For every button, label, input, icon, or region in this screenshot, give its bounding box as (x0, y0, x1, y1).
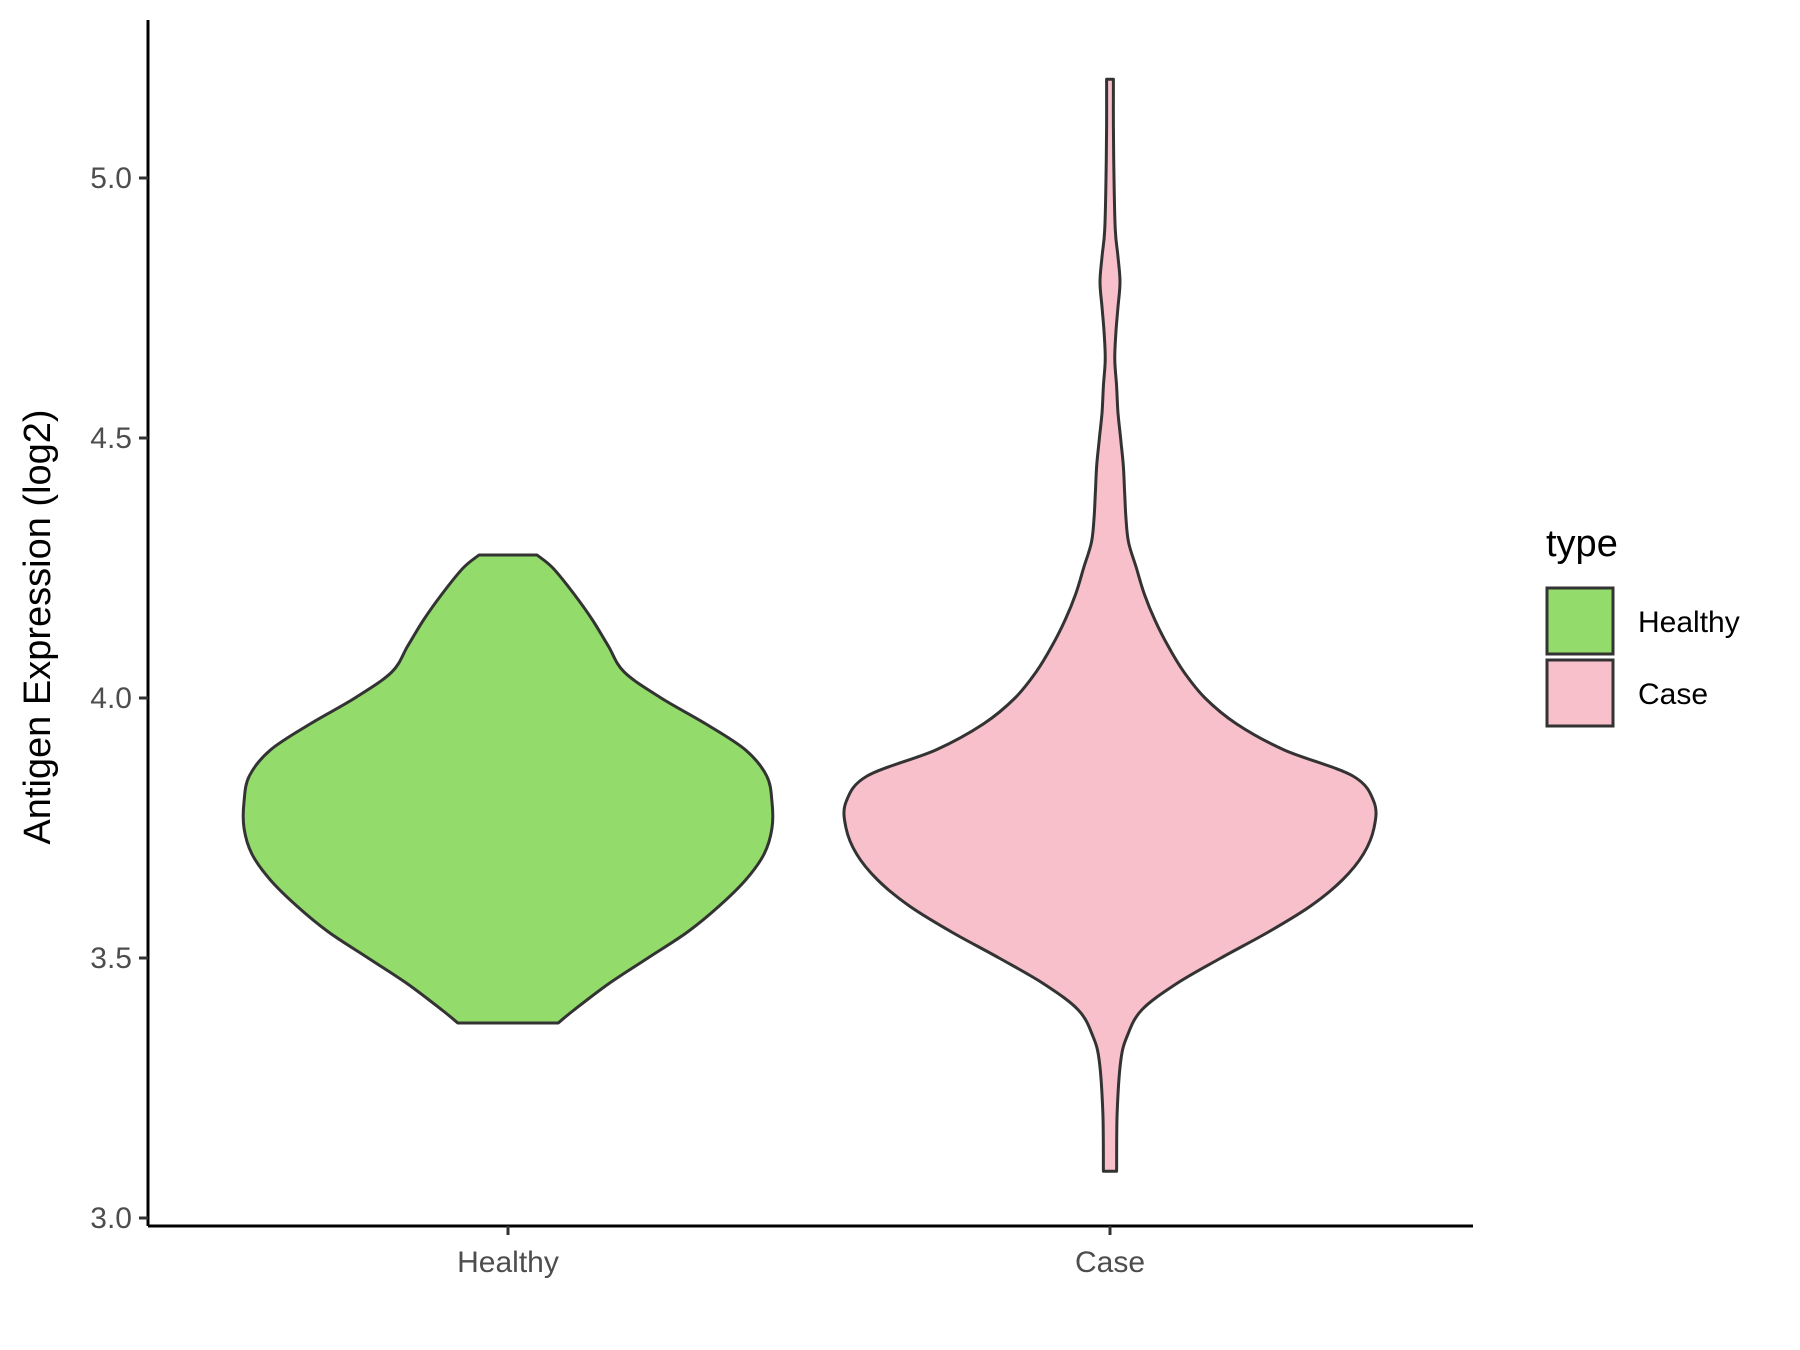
y-tick-label: 4.5 (90, 422, 132, 455)
violin-case (842, 77, 1378, 1173)
y-tick-label: 3.5 (90, 942, 132, 975)
legend-label: Healthy (1638, 606, 1740, 639)
legend-label: Case (1638, 678, 1708, 711)
violin-healthy (241, 553, 775, 1025)
legend: type Healthy Case (1545, 523, 1740, 728)
y-axis-title: Antigen Expression (log2) (17, 409, 59, 844)
legend-title: type (1546, 523, 1618, 565)
y-axis: 3.0 3.5 4.0 4.5 5.0 (90, 20, 150, 1235)
y-tick-label: 5.0 (90, 162, 132, 195)
violin-layer (241, 77, 1378, 1173)
x-tick-label: Case (1075, 1246, 1145, 1279)
y-tick-label: 4.0 (90, 682, 132, 715)
legend-key-healthy (1545, 586, 1615, 656)
x-tick-label: Healthy (457, 1246, 559, 1279)
y-tick-label: 3.0 (90, 1202, 132, 1235)
legend-key-case (1545, 658, 1615, 728)
x-axis: Healthy Case (148, 1224, 1473, 1279)
